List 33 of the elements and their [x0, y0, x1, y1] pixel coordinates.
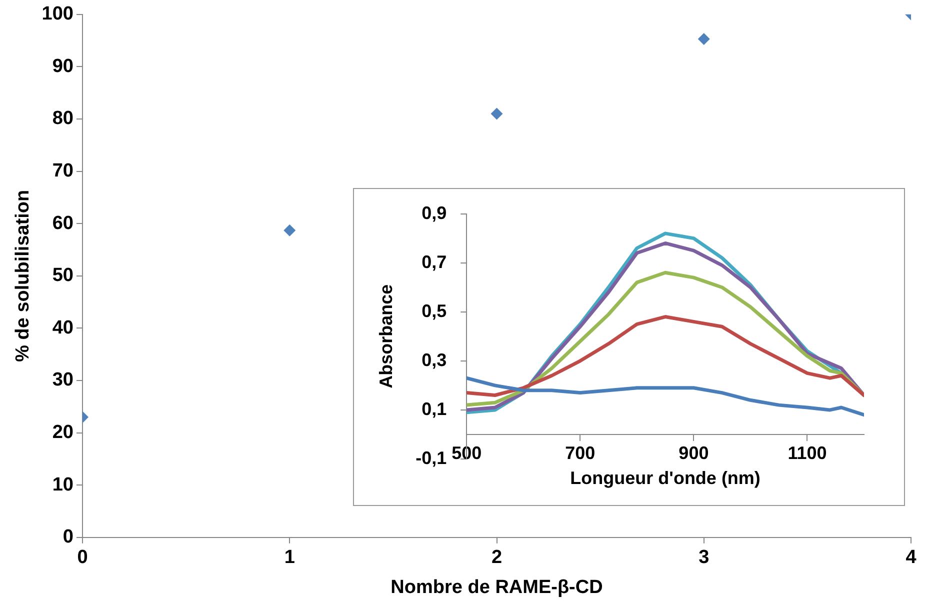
y-tick-label: 100	[42, 4, 74, 25]
y-tick-label: 30	[52, 370, 74, 391]
y-tick-label: 20	[52, 422, 74, 444]
y-tick-label: -0,1	[416, 448, 447, 468]
x-tick-label: 3	[698, 547, 710, 568]
y-tick-label: 50	[52, 265, 74, 286]
y-tick-label: 10	[52, 474, 74, 496]
x-tick-label: 1	[284, 547, 296, 568]
y-tick-label: 40	[52, 317, 74, 338]
x-axis-title: Nombre de RAME-β-CD	[390, 576, 603, 598]
x-tick-label: 1100	[788, 443, 827, 464]
y-tick-label: 0,1	[422, 398, 447, 419]
x-axis-title: Longueur d'onde (nm)	[570, 468, 760, 488]
x-tick-label: 500	[452, 443, 482, 464]
y-tick-label: 70	[52, 160, 74, 182]
y-axis-title: % de solubilisation	[12, 190, 34, 362]
y-tick-label: 90	[52, 56, 74, 77]
y-tick-label: 0,3	[422, 350, 447, 370]
y-tick-label: 0,5	[422, 300, 447, 321]
point	[490, 108, 503, 120]
x-tick-label: 4	[906, 547, 917, 568]
point	[284, 224, 296, 236]
y-tick-label: 0	[62, 526, 74, 548]
x-tick-label: 900	[678, 443, 709, 464]
point	[698, 32, 710, 45]
y-tick-label: 0,9	[422, 202, 447, 223]
x-tick-label: 2	[491, 547, 502, 568]
x-tick-label: 700	[565, 443, 596, 464]
y-tick-label: 60	[52, 212, 74, 234]
y-tick-label: 80	[52, 108, 74, 130]
x-tick-label: 0	[77, 547, 88, 568]
y-axis-title: Absorbance	[376, 284, 396, 388]
y-tick-label: 0,7	[422, 252, 447, 272]
